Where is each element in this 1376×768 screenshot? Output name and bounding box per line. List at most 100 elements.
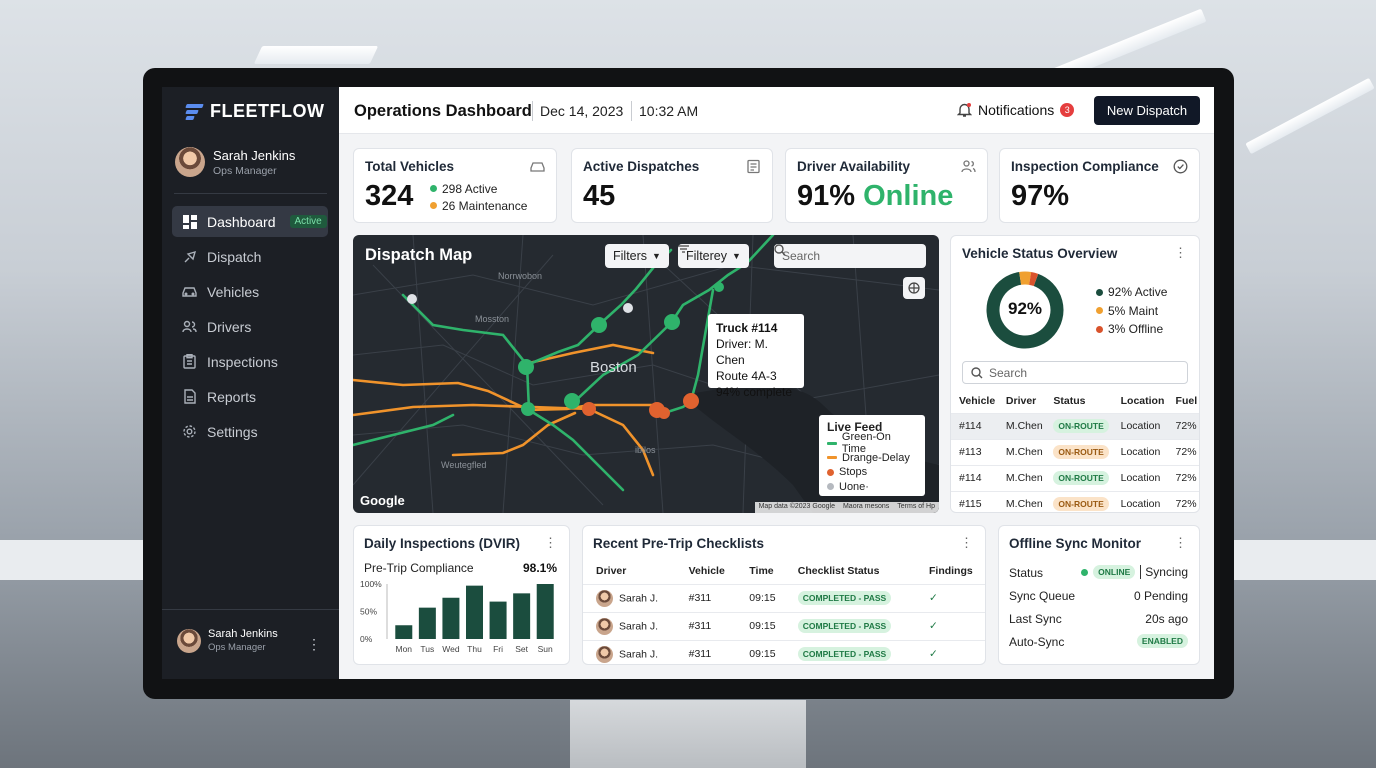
sidebar-footer: Sarah Jenkins Ops Manager ⋮ [162,609,339,679]
filters-dropdown[interactable]: Filters ▼ [605,244,669,268]
sidebar-item-vehicles[interactable]: Vehicles [172,276,328,307]
column-header[interactable]: Driver [1005,394,1037,407]
more-options-icon[interactable]: ⋮ [307,636,321,652]
last-sync-label: Last Sync [1009,612,1062,626]
time: 09:15 [736,611,785,640]
sidebar-item-drivers[interactable]: Drivers [172,311,328,342]
table-row[interactable]: #115 M.Chen ON-ROUTE Location 72% [951,490,1199,512]
legend-label: Drange-Delay [842,451,910,464]
auto-sync-toggle[interactable]: ENABLED [1136,634,1188,648]
more-options-icon[interactable]: ⋮ [960,535,973,550]
table-row[interactable]: Sarah J. #311 09:15 COMPLETED - PASS ✓ [583,583,985,612]
filter-options-dropdown[interactable]: Filterey ▼ [678,244,749,268]
app-logo[interactable]: FLEETFLOW [185,101,324,122]
map-layers-button[interactable] [903,277,925,299]
status-cell: ON-ROUTE [1045,412,1113,439]
column-header[interactable]: Driver [596,565,627,578]
sync-queue-value: 0 Pending [1133,589,1188,603]
location: Location [1112,490,1168,512]
active-badge: Active [289,215,327,228]
legend-swatch [827,483,834,491]
sidebar-item-reports[interactable]: Reports [172,381,328,412]
stat-label: Total Vehicles [365,159,455,174]
sidebar-item-label: Reports [207,388,257,405]
table-row[interactable]: #114 M.Chen ON-ROUTE Location 72% [951,464,1199,491]
sidebar-item-label: Vehicles [207,283,260,300]
more-options-icon[interactable]: ⋮ [1174,535,1187,550]
vehicle-search-input[interactable]: Search [962,361,1188,384]
maintenance-count: 26 Maintenance [442,198,528,213]
y-tick-label: 100% [360,579,382,589]
stat-label: Driver Availability [797,159,911,174]
availability-percent: 91% [797,180,856,212]
total-vehicles-card[interactable]: Total Vehicles 324 298 Active 26 Mainten… [353,148,557,223]
column-header[interactable]: Location [1120,394,1165,407]
column-header[interactable]: Fuel [1175,394,1198,407]
chevron-down-icon: ▼ [652,251,661,261]
notifications-button[interactable]: Notifications 3 [957,102,1075,118]
sidebar-footer-user[interactable]: Sarah Jenkins Ops Manager [177,628,278,653]
search-placeholder: Search [782,249,821,263]
avatar [177,628,201,653]
status-badge: ON-ROUTE [1053,419,1109,433]
x-tick-label: Wed [442,644,460,654]
map-search-input[interactable]: Search [774,244,926,268]
column-header[interactable]: Time [749,565,774,578]
column-header[interactable]: Vehicle [959,394,996,407]
tooltip-route: Route 4A-3 [716,369,777,383]
status-cell: ON-ROUTE [1045,490,1113,512]
card-title: Vehicle Status Overview [962,246,1118,261]
sidebar-item-settings[interactable]: Settings [172,416,328,447]
driver-name: M.Chen [997,412,1046,439]
bar [536,584,554,639]
more-options-icon[interactable]: ⋮ [544,535,557,550]
vehicle-id: #311 [675,639,737,664]
driver-cell: Sarah J. [583,583,676,612]
last-sync-value: 20s ago [1145,612,1188,626]
logo-icon [185,103,204,121]
sidebar-item-label: Settings [207,423,258,440]
tooltip-progress: 94% complete [716,385,793,399]
sidebar-item-inspections[interactable]: Inspections [172,346,328,377]
more-options-icon[interactable]: ⋮ [1174,245,1187,260]
vehicle-id: #311 [675,611,737,640]
maintenance-dot [430,202,437,209]
time: 09:15 [736,639,785,664]
card-title: Offline Sync Monitor [1009,536,1142,551]
new-dispatch-button[interactable]: New Dispatch [1094,96,1200,125]
fuel-level: 72% [1167,412,1199,439]
ceiling-light [253,46,379,64]
bar [418,607,436,639]
card-title: Recent Pre-Trip Checklists [593,536,765,551]
dispatch-map[interactable]: Norrwobon Mosston Weutegfled ibilos Bost… [353,235,939,513]
sidebar: FLEETFLOW Sarah Jenkins Ops Manager Dash… [162,87,339,679]
notifications-label: Notifications [978,102,1055,118]
page-title: Operations Dashboard [354,102,532,120]
column-header[interactable]: Checklist Status [797,565,880,578]
column-header[interactable]: Vehicle [688,565,725,578]
driver-availability-card[interactable]: Driver Availability 91% Online [785,148,988,223]
compliance-value: 98.1% [522,561,557,575]
vehicle-id: #114 [951,412,998,439]
user-name: Sarah Jenkins [213,147,296,163]
active-dot [430,185,437,192]
table-row[interactable]: #114 M.Chen ON-ROUTE Location 72% [951,412,1199,439]
table-row[interactable]: Sarah J. #311 09:15 COMPLETED - PASS ✓ [583,611,985,640]
table-row[interactable]: Sarah J. #311 09:15 COMPLETED - PASS ✓ [583,639,985,664]
bell-icon [957,103,972,117]
vehicle-table: Vehicle Driver Status Location Fuel #114… [951,389,1199,512]
car-icon [530,162,545,172]
active-dispatches-card[interactable]: Active Dispatches 45 [571,148,773,223]
sidebar-item-label: Drivers [207,318,252,335]
column-header[interactable]: Status [1053,394,1086,407]
sidebar-item-dispatch[interactable]: Dispatch [172,241,328,272]
dashboard-icon [182,214,197,229]
pretrip-checklists-card: Recent Pre-Trip Checklists ⋮ Driver Vehi… [582,525,986,665]
sidebar-user-profile[interactable]: Sarah Jenkins Ops Manager [175,147,295,177]
sidebar-item-dashboard[interactable]: Dashboard Active [172,206,328,237]
vehicle-markers [407,282,724,419]
table-row[interactable]: #113 M.Chen ON-ROUTE Location 72% [951,438,1199,465]
inspection-compliance-card[interactable]: Inspection Compliance 97% [999,148,1200,223]
map-credit[interactable]: Terms of Hp [897,503,935,510]
column-header[interactable]: Findings [928,565,973,578]
